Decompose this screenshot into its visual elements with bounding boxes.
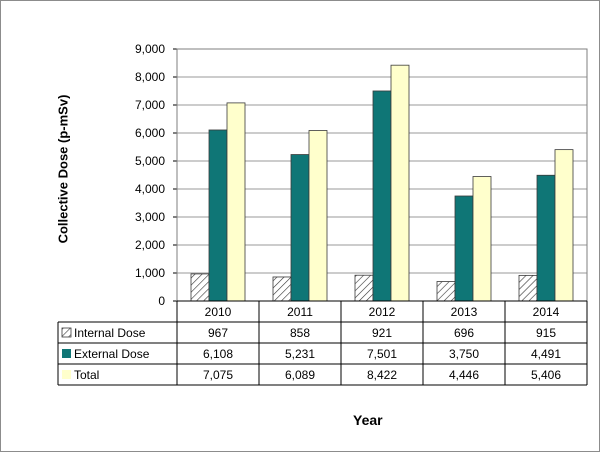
x-axis-label: Year [353,412,383,428]
legend-entry: Internal Dose [74,326,146,340]
data-label: 921 [372,326,392,340]
x-tick-label: 2011 [287,305,313,319]
data-label: 967 [208,326,228,340]
y-tick-label: 3,000 [135,210,165,224]
x-tick-label: 2010 [205,305,232,319]
y-tick-label: 6,000 [135,126,165,140]
bar-external-dose [208,129,228,302]
bar-internal-dose [436,281,456,302]
y-tick-label: 0 [158,294,165,308]
data-label: 696 [454,326,474,340]
data-label: 6,108 [203,347,233,361]
bar-total [226,102,246,302]
y-tick-label: 2,000 [135,238,165,252]
x-tick-label: 2013 [451,305,478,319]
legend-entry: Total [74,368,99,382]
y-tick-label: 9,000 [135,42,165,56]
bar-external-dose [290,154,310,302]
bar-total [390,64,410,302]
y-tick-label: 7,000 [135,98,165,112]
data-label: 6,089 [285,368,315,382]
data-label: 5,231 [285,347,315,361]
data-label: 4,491 [531,347,561,361]
y-tick-label: 1,000 [135,266,165,280]
data-label: 915 [536,326,556,340]
bar-internal-dose [354,274,374,302]
data-label: 8,422 [367,368,397,382]
data-label: 4,446 [449,368,479,382]
bar-external-dose [454,195,474,302]
legend-swatch [62,370,71,379]
bar-total [554,149,574,302]
data-label: 7,501 [367,347,397,361]
x-tick-label: 2012 [369,305,396,319]
legend-swatch [62,349,71,358]
bar-internal-dose [190,273,210,302]
y-tick-label: 5,000 [135,154,165,168]
data-label: 7,075 [203,368,233,382]
bar-total [472,176,492,302]
legend-entry: External Dose [74,347,150,361]
data-label: 858 [290,326,310,340]
y-tick-label: 4,000 [135,182,165,196]
data-label: 5,406 [531,368,561,382]
y-axis-label: Collective Dose (p-mSv) [55,94,71,244]
bar-external-dose [536,174,556,302]
data-label: 3,750 [449,347,479,361]
bar-internal-dose [272,276,292,302]
bar-internal-dose [518,274,538,302]
bar-total [308,130,328,302]
legend-swatch [61,327,72,338]
y-tick-label: 8,000 [135,70,165,84]
x-tick-label: 2014 [533,305,560,319]
bar-external-dose [372,90,392,302]
